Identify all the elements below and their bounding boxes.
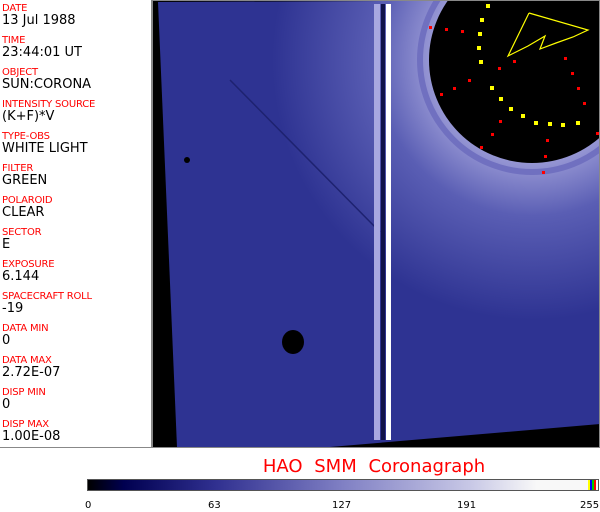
field-label: TYPE-OBS [2, 131, 50, 142]
field-label: DATA MAX [2, 355, 52, 366]
star-markers [429, 4, 599, 174]
field-value: 0 [2, 333, 11, 348]
colorbar-tick: 127 [332, 500, 352, 511]
colorbar [87, 479, 599, 491]
field-value: E [2, 237, 11, 252]
metadata-field: EXPOSURE 6.144 [2, 259, 55, 284]
colorbar-tick: 191 [457, 500, 477, 511]
field-value: 13 Jul 1988 [2, 13, 76, 28]
field-value: 0 [2, 397, 11, 412]
colorbar-tick: 255 [580, 500, 600, 511]
metadata-field: TYPE-OBS WHITE LIGHT [2, 131, 88, 156]
field-label: DISP MIN [2, 387, 46, 398]
field-value: 23:44:01 UT [2, 45, 82, 60]
field-value: GREEN [2, 173, 48, 188]
field-value: 6.144 [2, 269, 40, 284]
occulter-ring [417, 0, 600, 175]
metadata-field: DATE 13 Jul 1988 [2, 3, 76, 28]
field-label: EXPOSURE [2, 259, 55, 270]
field-value: 1.00E-08 [2, 429, 61, 444]
metadata-field: DISP MIN 0 [2, 387, 46, 412]
field-value: SUN:CORONA [2, 77, 92, 92]
metadata-field: DISP MAX 1.00E-08 [2, 419, 60, 444]
field-label: INTENSITY SOURCE [2, 99, 96, 110]
pylon-stripe-left [374, 4, 380, 440]
metadata-field: OBJECT SUN:CORONA [2, 67, 91, 92]
field-label: DATA MIN [2, 323, 49, 334]
metadata-field: DATA MIN 0 [2, 323, 49, 348]
field-label: POLAROID [2, 195, 53, 206]
metadata-field: DATA MAX 2.72E-07 [2, 355, 60, 380]
field-label: TIME [2, 35, 26, 46]
occulter-disk [429, 0, 600, 163]
pylon-stripe-bright [386, 4, 391, 440]
field-label: SECTOR [2, 227, 42, 238]
diagonal-artifact [229, 79, 381, 233]
pylon-gap [381, 4, 385, 440]
metadata-field: POLAROID CLEAR [2, 195, 53, 220]
metadata-field: FILTER GREEN [2, 163, 47, 188]
dust-spot [282, 330, 304, 354]
metadata-field: TIME 23:44:01 UT [2, 35, 82, 60]
colorbar-end-marks [588, 480, 596, 490]
coronagraph-image [152, 0, 600, 448]
metadata-field: SPACECRAFT ROLL -19 [2, 291, 92, 316]
field-value: (K+F)*V [2, 109, 55, 124]
field-label: DISP MAX [2, 419, 49, 430]
field-label: OBJECT [2, 67, 38, 78]
colorbar-tick: 0 [85, 500, 92, 511]
instrument-title: HAO SMM Coronagraph [262, 456, 486, 477]
metadata-panel [0, 0, 152, 448]
field-value: -19 [2, 301, 24, 316]
field-label: DATE [2, 3, 28, 14]
field-value: WHITE LIGHT [2, 141, 88, 156]
metadata-field: INTENSITY SOURCE (K+F)*V [2, 99, 95, 124]
metadata-field: SECTOR E [2, 227, 42, 252]
field-value: 2.72E-07 [2, 365, 61, 380]
field-label: FILTER [2, 163, 34, 174]
colorbar-tick: 63 [208, 500, 221, 511]
field-value: CLEAR [2, 205, 45, 220]
field-label: SPACECRAFT ROLL [2, 291, 92, 302]
dust-spot-small [184, 157, 190, 163]
